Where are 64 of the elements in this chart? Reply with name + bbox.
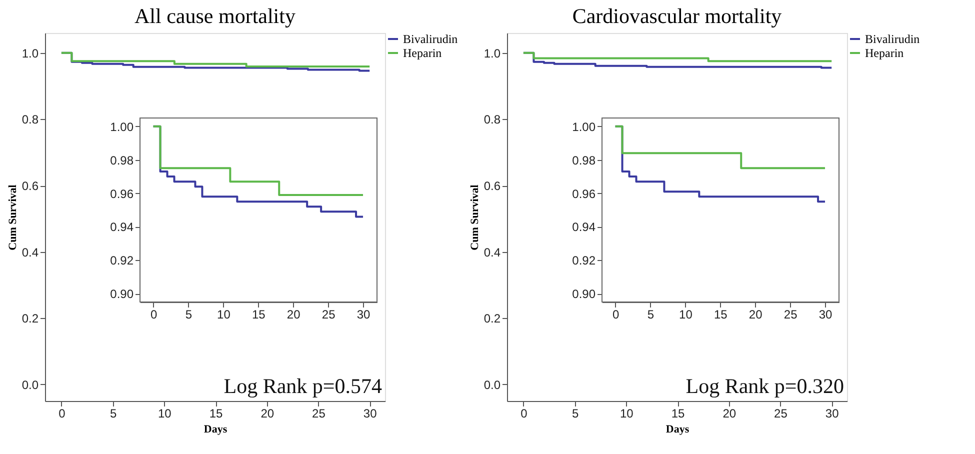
y-axis-title: Cum Survival [468,184,481,250]
y-tick-label: 1.0 [484,46,501,60]
y-tick-label: 1.00 [110,120,134,134]
x-tick-label: 20 [260,406,274,420]
x-tick-label: 30 [818,308,833,322]
y-tick-label: 0.94 [110,220,134,234]
annotation: Log Rank p=0.574 [224,374,382,398]
legend-label: Heparin [865,46,904,60]
x-tick-label: 5 [572,406,579,420]
x-tick-label: 5 [647,308,654,322]
chart-title: All cause mortality [134,4,296,28]
x-tick-label: 25 [312,406,326,420]
legend-label: Heparin [403,46,442,60]
annotation: Log Rank p=0.320 [686,374,844,398]
x-tick-label: 15 [252,308,266,322]
x-tick-label: 25 [784,308,798,322]
legend-label: Bivalirudin [403,32,458,46]
legend-label: Bivalirudin [865,32,920,46]
y-tick-label: 0.6 [484,179,501,194]
y-tick-label: 0.96 [572,186,596,201]
y-tick-label: 1.0 [22,46,39,60]
x-tick-label: 30 [825,406,840,420]
x-tick-label: 0 [520,406,528,420]
x-tick-label: 20 [748,308,763,322]
y-tick-label: 0.92 [110,254,134,268]
x-tick-label: 0 [150,308,158,322]
y-axis-title: Cum Survival [6,184,19,250]
x-tick-label: 10 [217,308,231,322]
x-tick-label: 5 [185,308,192,322]
x-tick-label: 15 [209,406,224,420]
y-tick-label: 0.4 [22,245,39,260]
x-tick-label: 15 [714,308,728,322]
y-tick-label: 0.92 [572,254,596,268]
x-tick-label: 30 [356,308,371,322]
y-tick-label: 0.2 [484,312,501,326]
x-tick-label: 30 [363,406,378,420]
y-tick-label: 0.0 [22,378,39,392]
y-tick-label: 0.98 [110,153,134,168]
x-tick-label: 0 [612,308,620,322]
y-tick-label: 0.90 [572,287,596,302]
y-tick-label: 0.98 [572,153,596,168]
x-axis-title: Days [666,424,690,436]
y-tick-label: 0.0 [484,378,501,392]
x-axis-title: Days [204,424,228,436]
chart-title: Cardiovascular mortality [572,4,782,28]
x-tick-label: 20 [286,308,301,322]
y-tick-label: 0.4 [484,245,501,260]
x-tick-label: 10 [620,406,634,420]
y-tick-label: 0.8 [484,112,501,127]
x-tick-label: 10 [158,406,172,420]
y-tick-label: 0.94 [572,220,596,234]
y-tick-label: 0.8 [22,112,39,127]
y-tick-label: 0.6 [22,179,39,194]
y-tick-label: 0.2 [22,312,39,326]
x-tick-label: 20 [722,406,736,420]
x-tick-label: 25 [322,308,336,322]
x-tick-label: 25 [774,406,788,420]
x-tick-label: 5 [110,406,117,420]
y-tick-label: 1.00 [572,120,596,134]
x-tick-label: 0 [58,406,66,420]
y-tick-label: 0.90 [110,287,134,302]
x-tick-label: 10 [679,308,693,322]
y-tick-label: 0.96 [110,186,134,201]
x-tick-label: 15 [671,406,686,420]
